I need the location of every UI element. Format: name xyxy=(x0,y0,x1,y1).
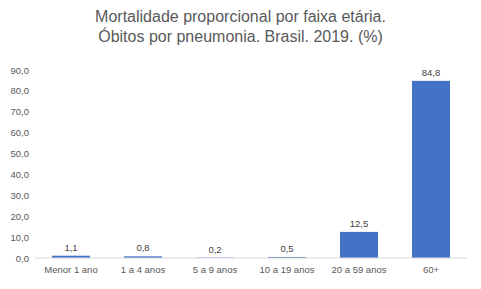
data-label: 0,5 xyxy=(280,243,293,254)
y-tick-label: 10,0 xyxy=(11,232,30,243)
y-tick-label: 60,0 xyxy=(11,127,30,138)
x-axis-line xyxy=(35,258,467,259)
y-tick-label: 30,0 xyxy=(11,190,30,201)
data-label: 0,8 xyxy=(136,242,149,253)
y-tick-label: 70,0 xyxy=(11,106,30,117)
chart: Mortalidade proporcional por faixa etári… xyxy=(0,0,481,289)
data-label: 12,5 xyxy=(350,218,369,229)
x-tick-label: 1 a 4 anos xyxy=(121,264,166,275)
x-tick-label: 10 a 19 anos xyxy=(260,264,315,275)
title: Mortalidade proporcional por faixa etári… xyxy=(95,8,386,45)
x-tick-label: Menor 1 ano xyxy=(44,264,97,275)
title-line: Mortalidade proporcional por faixa etári… xyxy=(95,8,386,25)
bars xyxy=(52,81,450,258)
data-label: 1,1 xyxy=(64,242,77,253)
data-label: 0,2 xyxy=(208,244,221,255)
y-tick-label: 20,0 xyxy=(11,211,30,222)
bar xyxy=(412,81,450,258)
x-tick-label: 20 a 59 anos xyxy=(332,264,387,275)
x-tick-label: 60+ xyxy=(423,264,440,275)
y-tick-label: 40,0 xyxy=(11,169,30,180)
y-tick-label: 80,0 xyxy=(11,85,30,96)
y-tick-label: 50,0 xyxy=(11,148,30,159)
y-tick-label: 0,0 xyxy=(16,253,29,264)
x-tick-label: 5 a 9 anos xyxy=(193,264,238,275)
title-line: Óbitos por pneumonia. Brasil. 2019. (%) xyxy=(98,27,383,45)
y-tick-label: 90,0 xyxy=(11,65,30,76)
bar xyxy=(340,232,378,258)
data-label: 84,8 xyxy=(422,67,441,78)
